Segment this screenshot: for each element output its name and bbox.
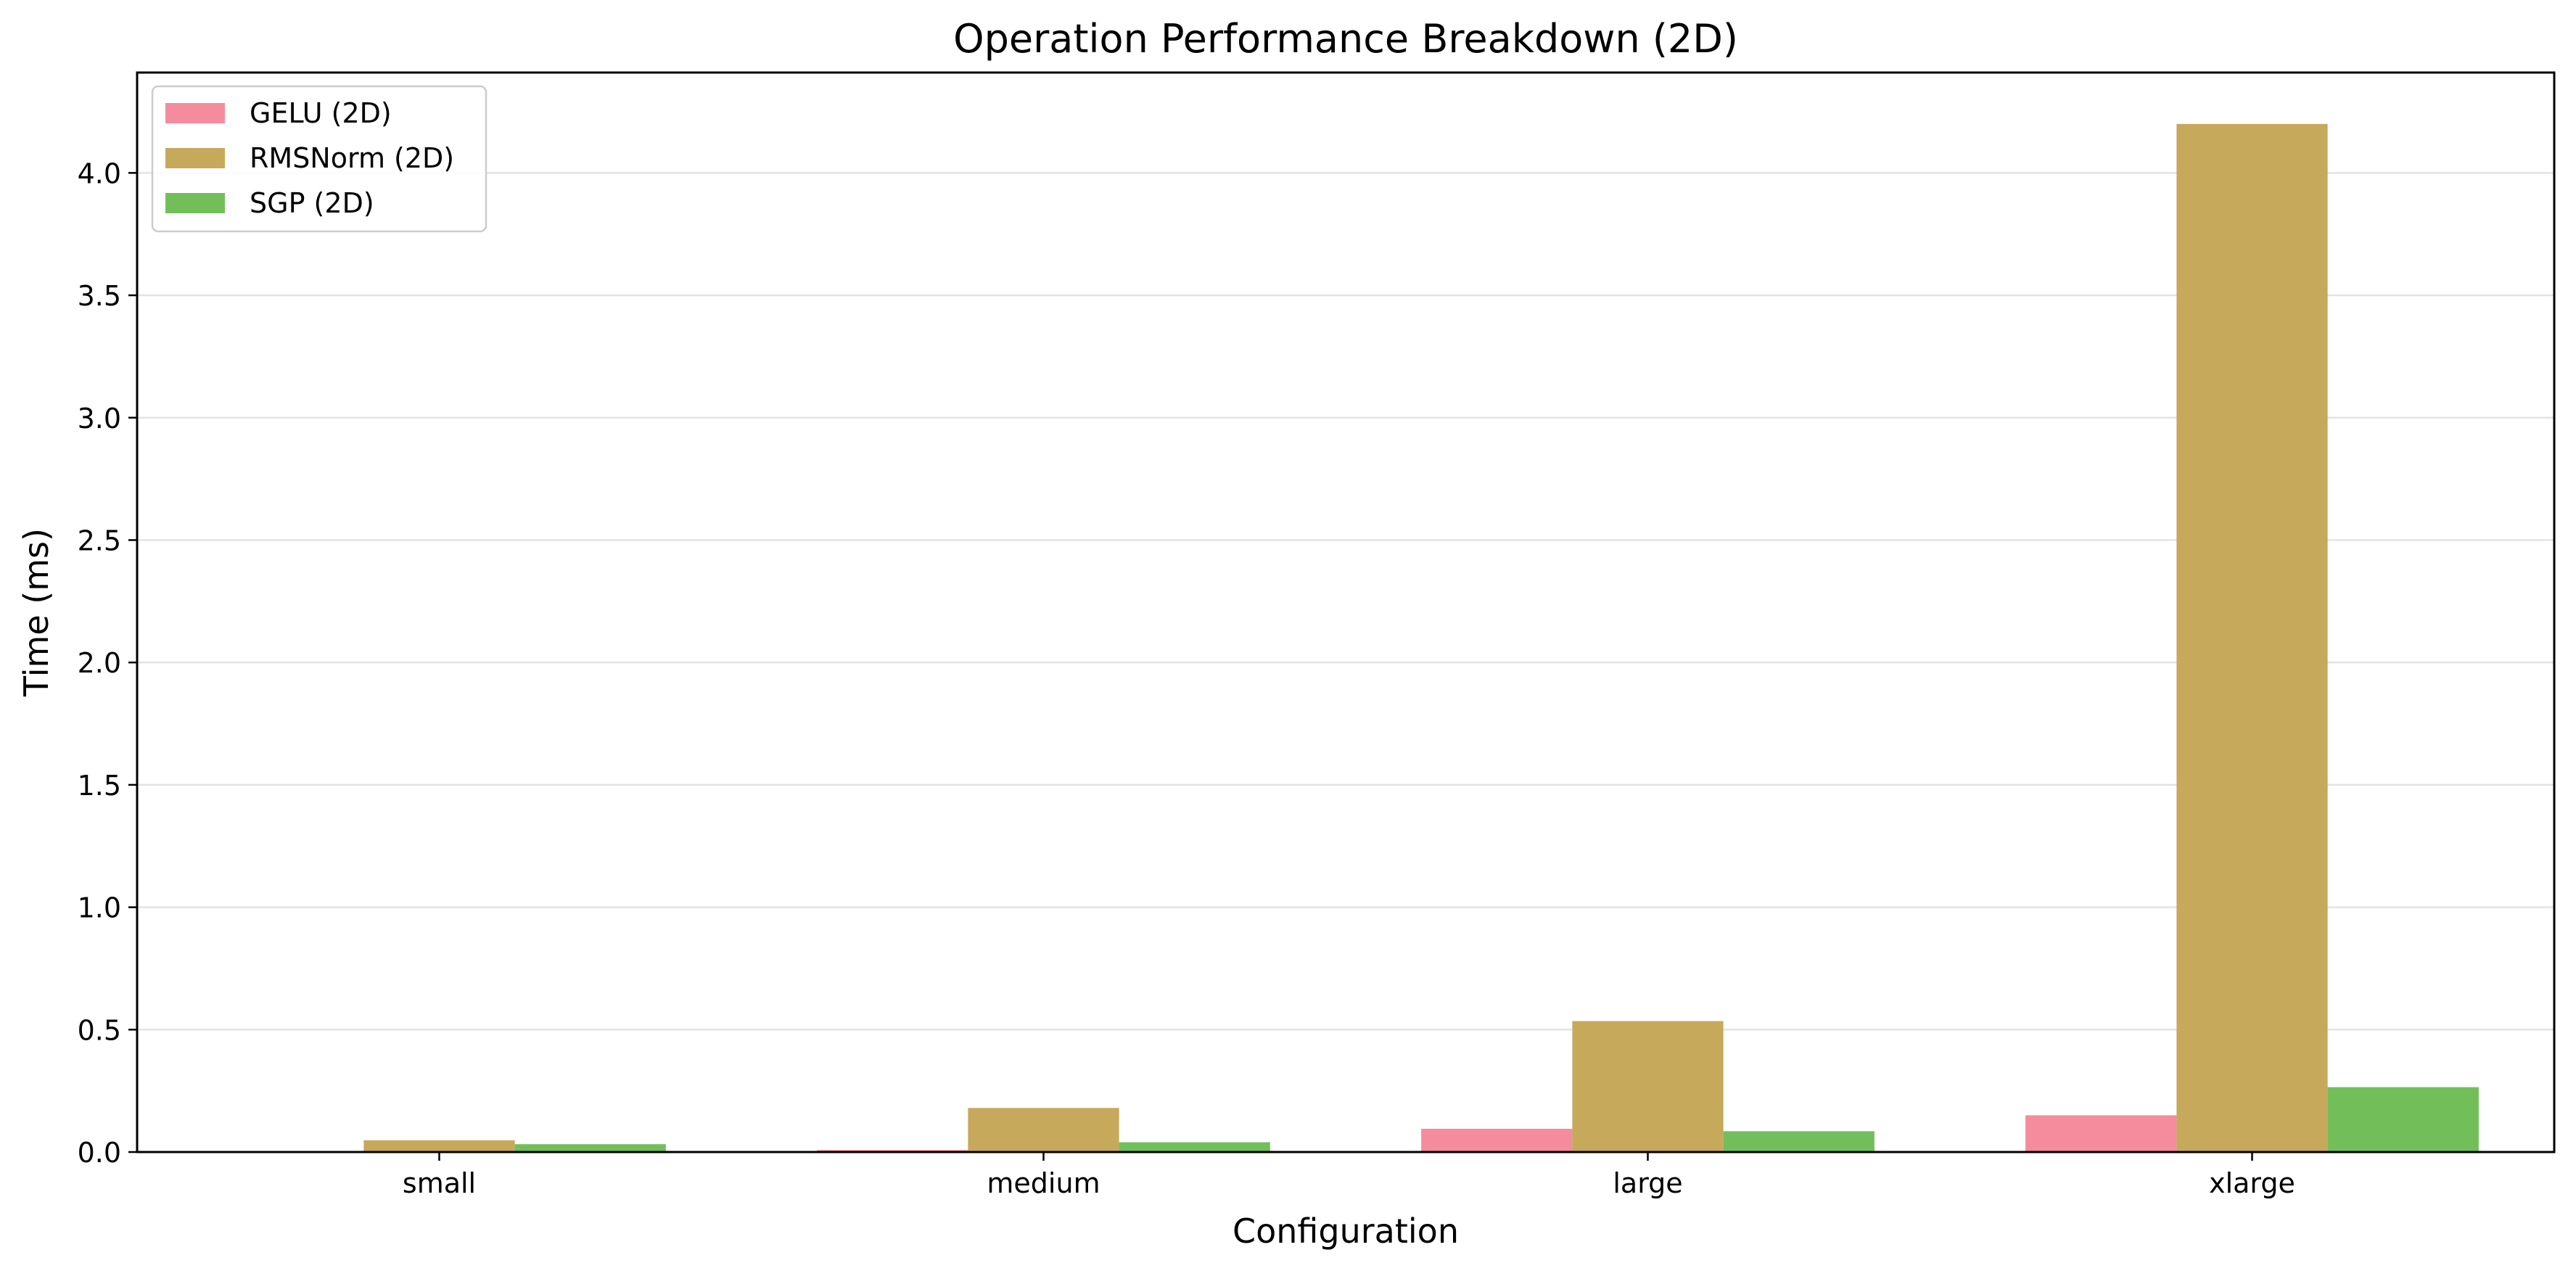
bar-rmsnorm-small <box>363 1140 515 1152</box>
bar-gelu-large <box>1421 1128 1573 1152</box>
y-tick-label: 1.5 <box>78 770 121 802</box>
y-tick-label: 0.5 <box>78 1014 121 1046</box>
y-tick-label: 1.0 <box>78 892 121 924</box>
x-tick-label: xlarge <box>2209 1167 2295 1199</box>
legend-label: SGP (2D) <box>250 187 374 219</box>
x-axis: small medium large xlarge <box>403 1152 2295 1199</box>
legend-box <box>151 85 487 233</box>
y-tick-label: 3.5 <box>78 280 121 312</box>
bar-rmsnorm-large <box>1572 1021 1724 1152</box>
bar-gelu-xlarge <box>2025 1115 2177 1152</box>
legend-swatch <box>165 193 225 213</box>
bar-sgp-xlarge <box>2327 1087 2479 1152</box>
x-tick-label: large <box>1613 1167 1682 1199</box>
x-axis-label: Configuration <box>1233 1212 1459 1251</box>
y-tick-label: 0.0 <box>78 1137 121 1169</box>
y-tick-label: 2.5 <box>78 525 121 556</box>
bar-sgp-medium <box>1119 1142 1270 1152</box>
legend-label: RMSNorm (2D) <box>250 142 454 174</box>
y-axis: 0.0 0.5 1.0 1.5 2.0 2.5 3.0 3.5 4.0 <box>78 157 137 1169</box>
plot-frame <box>136 71 2556 1153</box>
x-tick-label: medium <box>987 1167 1100 1199</box>
y-axis-label: Time (ms) <box>17 528 56 697</box>
bar-sgp-large <box>1723 1131 1875 1152</box>
legend-label: GELU (2D) <box>250 97 392 129</box>
bar-rmsnorm-xlarge <box>2176 123 2328 1152</box>
legend-swatch <box>165 103 225 123</box>
legend-swatch <box>165 148 225 168</box>
x-tick-label: small <box>403 1167 476 1199</box>
y-tick-label: 2.0 <box>78 647 121 679</box>
chart-title: Operation Performance Breakdown (2D) <box>953 16 1738 62</box>
legend: GELU (2D) RMSNorm (2D) SGP (2D) <box>151 85 487 233</box>
bars <box>213 123 2479 1152</box>
y-tick-label: 3.0 <box>78 403 121 435</box>
bar-rmsnorm-medium <box>968 1108 1119 1152</box>
y-tick-label: 4.0 <box>78 157 121 189</box>
bar-sgp-small <box>514 1144 666 1152</box>
